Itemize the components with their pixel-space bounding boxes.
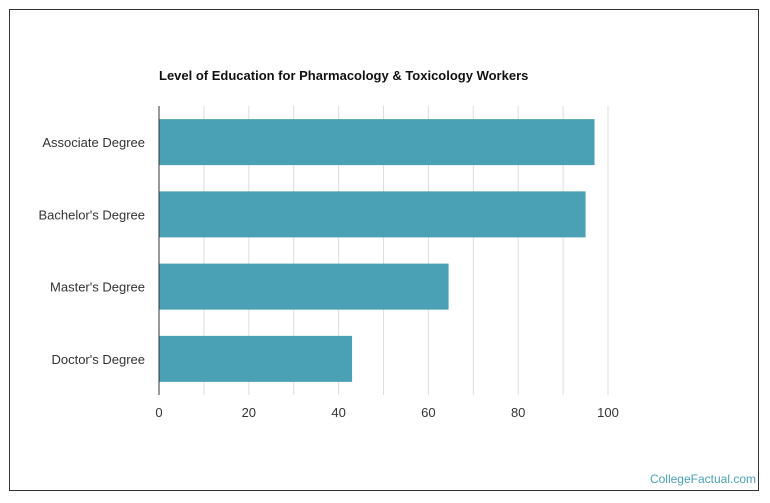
- x-tick-label: 40: [331, 405, 345, 420]
- category-label: Bachelor's Degree: [38, 207, 145, 222]
- x-tick-label: 100: [597, 405, 619, 420]
- category-label: Doctor's Degree: [51, 352, 145, 367]
- x-tick-label: 60: [421, 405, 435, 420]
- category-label: Associate Degree: [42, 135, 145, 150]
- bar: [159, 263, 449, 310]
- watermark-link[interactable]: CollegeFactual.com: [649, 472, 756, 486]
- bar: [159, 191, 586, 238]
- x-tick-label: 0: [155, 405, 162, 420]
- chart-title: Level of Education for Pharmacology & To…: [159, 68, 529, 83]
- x-tick-label: 20: [242, 405, 256, 420]
- x-tick-label: 80: [511, 405, 525, 420]
- bar: [159, 335, 353, 382]
- category-label: Master's Degree: [50, 280, 145, 295]
- bar: [159, 119, 595, 166]
